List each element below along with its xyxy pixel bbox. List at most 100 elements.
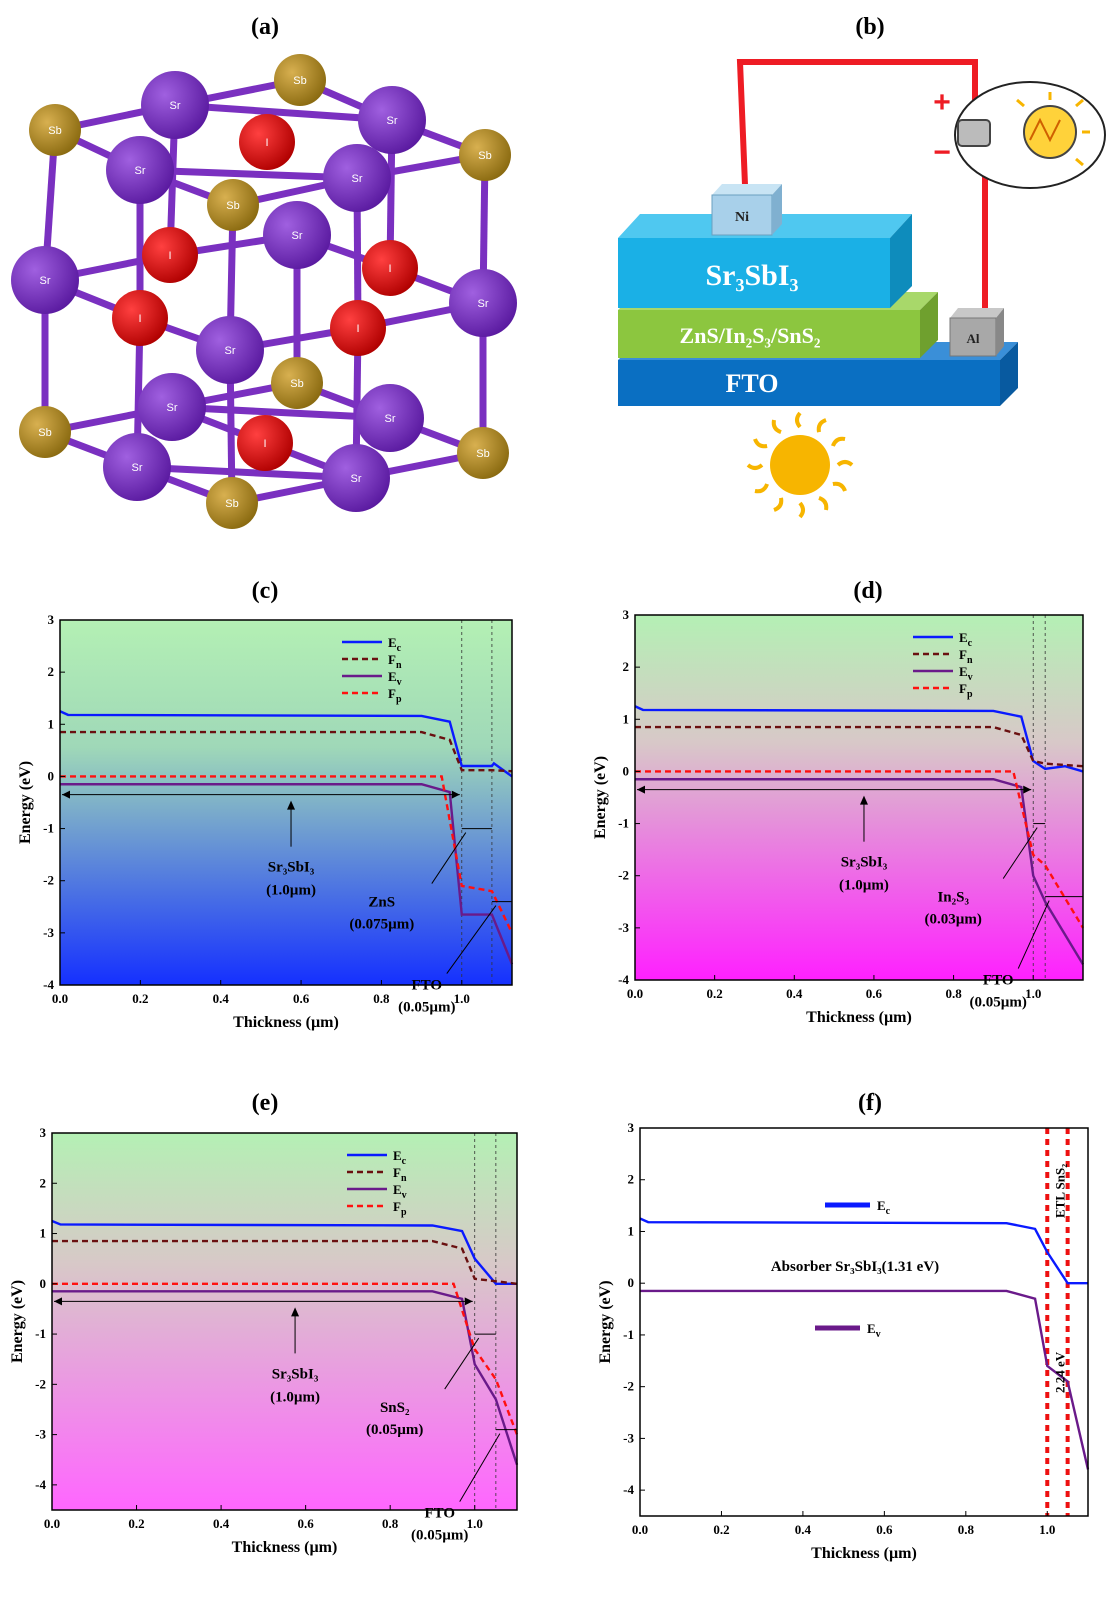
x-tick-label: 1.0 [1039, 1522, 1055, 1537]
atom-label-sb: Sb [293, 75, 306, 87]
y-tick-label: 0 [48, 768, 55, 783]
device-schematic: FTO ZnS/In₂S₃/SnS₂ Sr₃SbI₃ Ni Al + − [618, 59, 1106, 519]
series-fn [60, 730, 513, 773]
y-tick-label: -4 [618, 972, 629, 987]
atom-label-sb: Sb [226, 200, 239, 212]
y-tick-label: -2 [623, 1379, 634, 1394]
atom-label-i: I [263, 438, 266, 450]
atom-label-sb: Sb [38, 427, 51, 439]
bulb-icon [1023, 105, 1077, 159]
y-tick-label: -4 [43, 977, 54, 992]
x-tick-label: 1.0 [454, 991, 470, 1006]
series-ev [640, 1289, 1090, 1470]
legend-label-ev: Ev [393, 1182, 407, 1201]
plot-frame [639, 1127, 1089, 1517]
etl-pointer [431, 832, 467, 884]
al-top [950, 308, 1004, 318]
chart-c: 3 2 1 0 -1 -2 -3 -40.0 0.2 0.4 0.6 0.8 1.0 Thickness … [17, 612, 514, 1031]
x-axis-title: Thickness (µm) [811, 1545, 917, 1562]
legend-label-ev: Ev [867, 1321, 881, 1340]
absorber-annotation: Sr₃SbI₃ [841, 855, 888, 871]
etl-label: ZnS/In₂S₃/SnS₂ [680, 323, 821, 348]
series-ev [60, 783, 514, 965]
etl-annotation: SnS₂ [380, 1400, 410, 1416]
y-tick-label: -3 [618, 920, 629, 935]
atom-label-sb: Sb [48, 125, 61, 137]
atom-label-sb: Sb [476, 448, 489, 460]
atom-label-i: I [356, 323, 359, 335]
x-axis-title: Thickness (µm) [232, 1539, 338, 1556]
legend-label-ec: Ec [388, 635, 402, 654]
atom-sr [263, 201, 331, 269]
chart-f: 3 2 1 0 -1 -2 -3 -4 0.0 0.2 0.4 0.6 0.8 1.0 Thickness … [597, 1120, 1090, 1562]
y-tick-label: 0 [628, 1275, 635, 1290]
arrowhead-icon [464, 1297, 473, 1306]
etl-thickness: (0.05µm) [366, 1422, 423, 1438]
y-tick-label: -3 [43, 925, 54, 940]
y-tick-label: -1 [35, 1326, 46, 1341]
x-tick-label: 0.4 [795, 1522, 812, 1537]
sun-ray [816, 418, 827, 433]
sun-ray [798, 501, 805, 519]
y-axis-title: Energy (eV) [9, 1280, 26, 1363]
fto-annotation: FTO [424, 1506, 455, 1522]
atom-label-i: I [388, 263, 391, 275]
legend-label-fp: Fp [959, 681, 973, 700]
legend-label-ev: Ev [388, 669, 402, 688]
series-fp [60, 775, 514, 934]
x-tick-label: 0.4 [786, 986, 803, 1001]
series-fn [635, 725, 1084, 768]
atom-label-sr: Sr [385, 413, 396, 425]
absorber-thickness: (1.0µm) [266, 883, 316, 899]
x-tick-label: 0.0 [44, 1516, 60, 1531]
y-axis-title: Energy (eV) [17, 761, 34, 844]
absorber-annotation: Sr₃SbI₃ [272, 1366, 319, 1382]
y-tick-label: 2 [40, 1175, 47, 1190]
y-tick-label: -1 [623, 1327, 634, 1342]
atom-sb [459, 129, 511, 181]
atom-label-sr: Sr [352, 173, 363, 185]
atom-sr [11, 246, 79, 314]
y-tick-label: 1 [40, 1226, 47, 1241]
sun-ray [753, 438, 768, 449]
panel-label-e: (e) [252, 1090, 279, 1116]
y-tick-label: 0 [40, 1276, 47, 1291]
plus-sign: + [933, 86, 951, 119]
ni-top [712, 184, 782, 195]
atom-label-sr: Sr [40, 275, 51, 287]
y-tick-label: -3 [623, 1430, 634, 1445]
arrowhead-icon [287, 800, 296, 810]
plot-frame [51, 1132, 518, 1511]
x-tick-label: 0.0 [627, 986, 643, 1001]
y-tick-label: 0 [623, 763, 630, 778]
atom-sb [19, 406, 71, 458]
fto-thickness: (0.05µm) [411, 1528, 468, 1544]
plot-frame [634, 614, 1084, 981]
x-tick-label: 0.0 [52, 991, 68, 1006]
x-tick-label: 0.6 [876, 1522, 893, 1537]
ni-contact [711, 194, 773, 236]
atom-i [142, 227, 198, 283]
y-axis-title: Energy (eV) [597, 1280, 614, 1363]
legend-label-fn: Fn [959, 647, 973, 666]
fto-pointer [446, 905, 497, 974]
y-axis-title: Energy (eV) [592, 756, 609, 839]
sun-ray [818, 496, 829, 511]
legend-label-fp: Fp [393, 1199, 407, 1218]
sun-ray [795, 411, 802, 429]
etl-pointer [1002, 827, 1038, 879]
y-tick-label: -2 [618, 868, 629, 883]
y-tick-label: 3 [623, 607, 630, 622]
y-tick-label: -4 [35, 1477, 46, 1492]
y-tick-label: -3 [35, 1427, 46, 1442]
series-ec [59, 710, 513, 778]
sun-ray [771, 419, 782, 434]
x-tick-label: 0.8 [958, 1522, 975, 1537]
sun-ray [754, 483, 769, 494]
x-tick-label: 0.8 [373, 991, 390, 1006]
fto-annotation: FTO [411, 978, 442, 994]
plot-area [52, 1133, 517, 1510]
absorber-side [890, 214, 912, 308]
x-tick-label: 0.6 [293, 991, 310, 1006]
x-tick-label: 0.8 [945, 986, 962, 1001]
